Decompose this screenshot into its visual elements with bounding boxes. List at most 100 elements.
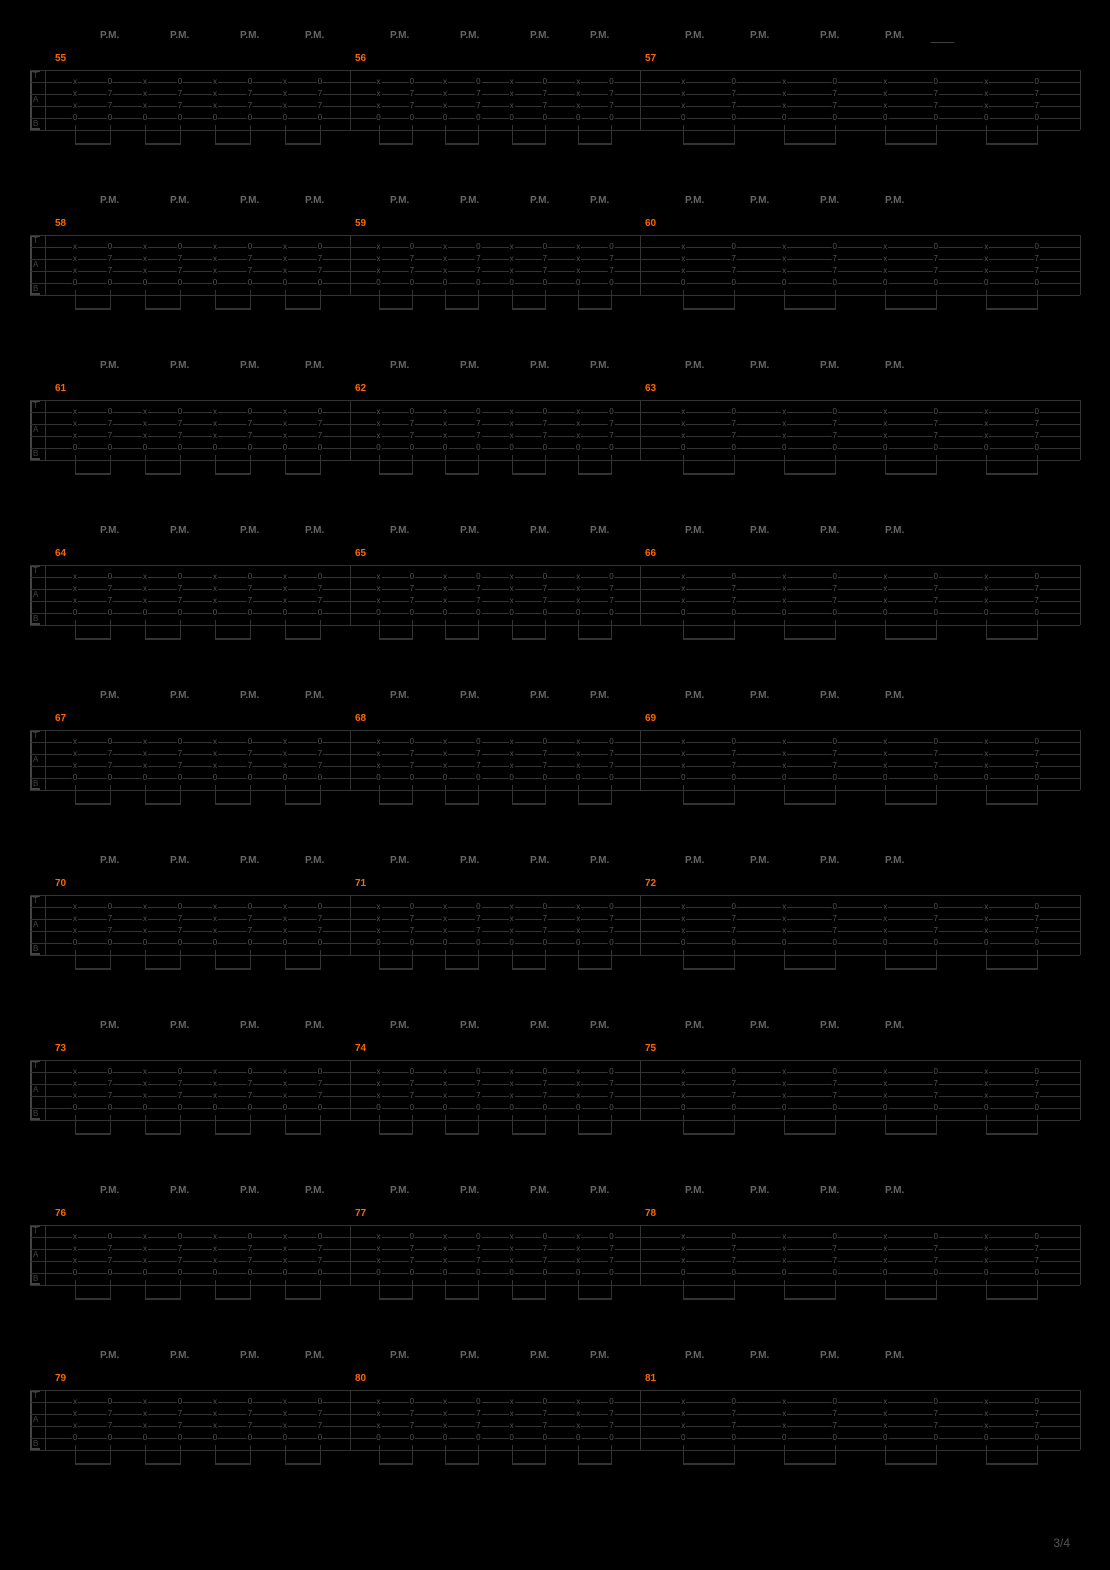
- fret-number: x: [212, 1233, 218, 1241]
- fret-number: x: [575, 1092, 581, 1100]
- fret-number: 7: [1033, 762, 1039, 770]
- fret-number: x: [282, 78, 288, 86]
- tab-row: P.M.P.M.P.M.P.M.P.M.P.M.P.M.P.M.P.M.P.M.…: [30, 195, 1080, 330]
- note-stem: [110, 1445, 111, 1465]
- string-line: [30, 943, 1080, 944]
- note-stem: [578, 290, 579, 310]
- fret-number: 7: [933, 1245, 939, 1253]
- palm-mute-label: P.M.: [590, 855, 609, 866]
- note-stem: [145, 950, 146, 970]
- note-stem: [1037, 1115, 1038, 1135]
- fret-number: 0: [1033, 1068, 1039, 1076]
- fret-number: x: [72, 903, 78, 911]
- fret-number: x: [509, 408, 515, 416]
- fret-number: 7: [317, 1080, 323, 1088]
- fret-number: 7: [542, 90, 548, 98]
- note-stem: [986, 620, 987, 640]
- beam: [784, 143, 835, 145]
- fret-number: x: [882, 903, 888, 911]
- fret-number: x: [72, 408, 78, 416]
- fret-number: 7: [317, 420, 323, 428]
- fret-number: 7: [107, 1080, 113, 1088]
- note-stem: [512, 1115, 513, 1135]
- fret-number: x: [509, 432, 515, 440]
- fret-number: x: [442, 1245, 448, 1253]
- beam: [885, 1133, 936, 1135]
- fret-number: 0: [475, 1233, 481, 1241]
- fret-number: 0: [107, 1068, 113, 1076]
- fret-number: 0: [508, 1104, 514, 1112]
- fret-number: 0: [212, 444, 218, 452]
- beam: [445, 308, 479, 310]
- fret-number: x: [212, 927, 218, 935]
- fret-number: x: [680, 90, 686, 98]
- fret-number: 7: [475, 585, 481, 593]
- tab-row: P.M.P.M.P.M.P.M.P.M.P.M.P.M.P.M.P.M.P.M.…: [30, 1350, 1080, 1485]
- fret-number: 0: [1033, 408, 1039, 416]
- fret-number: x: [509, 1422, 515, 1430]
- note-stem: [784, 1115, 785, 1135]
- fret-number: x: [72, 1410, 78, 1418]
- beam: [986, 308, 1037, 310]
- palm-mute-label: P.M.: [530, 690, 549, 701]
- note-stem: [478, 455, 479, 475]
- fret-number: x: [781, 1092, 787, 1100]
- fret-number: x: [376, 1410, 382, 1418]
- fret-number: 0: [247, 573, 253, 581]
- fret-number: 0: [72, 1269, 78, 1277]
- fret-number: x: [680, 762, 686, 770]
- note-stem: [379, 1280, 380, 1300]
- fret-number: x: [882, 1245, 888, 1253]
- fret-number: 0: [1033, 1233, 1039, 1241]
- fret-number: 0: [731, 444, 737, 452]
- fret-number: 7: [247, 90, 253, 98]
- fret-number: 0: [542, 408, 548, 416]
- barline: [350, 1225, 351, 1285]
- note-stem: [180, 290, 181, 310]
- fret-number: x: [442, 432, 448, 440]
- palm-mute-label: P.M.: [390, 1350, 409, 1361]
- fret-number: x: [781, 585, 787, 593]
- palm-mute-label: P.M.: [240, 1350, 259, 1361]
- fret-number: 7: [177, 420, 183, 428]
- fret-number: 7: [409, 1422, 415, 1430]
- fret-number: x: [509, 255, 515, 263]
- fret-number: 7: [177, 585, 183, 593]
- string-line: [30, 766, 1080, 767]
- palm-mute-label: P.M.: [530, 855, 549, 866]
- fret-number: 0: [442, 279, 448, 287]
- note-stem: [180, 620, 181, 640]
- fret-number: x: [72, 78, 78, 86]
- palm-mute-label: P.M.: [820, 360, 839, 371]
- note-stem: [75, 1115, 76, 1135]
- fret-number: x: [376, 90, 382, 98]
- stem-group: [30, 290, 1080, 320]
- barline: [45, 70, 46, 130]
- fret-number: 0: [680, 774, 686, 782]
- fret-number: x: [376, 1068, 382, 1076]
- fret-number: x: [882, 1422, 888, 1430]
- fret-number: x: [575, 915, 581, 923]
- note-stem: [1037, 125, 1038, 145]
- fret-number: 0: [882, 114, 888, 122]
- fret-number: x: [882, 738, 888, 746]
- fret-number: x: [142, 102, 148, 110]
- note-stem: [478, 1445, 479, 1465]
- note-stem: [835, 950, 836, 970]
- note-stem: [683, 125, 684, 145]
- fret-number: 0: [247, 738, 253, 746]
- fret-number: 0: [107, 408, 113, 416]
- fret-number: x: [509, 738, 515, 746]
- note-stem: [1037, 785, 1038, 805]
- string-line: [30, 1402, 1080, 1403]
- fret-number: x: [983, 738, 989, 746]
- fret-number: 0: [983, 444, 989, 452]
- beam: [683, 308, 734, 310]
- fret-number: 0: [247, 279, 253, 287]
- palm-mute-label: P.M.: [685, 360, 704, 371]
- fret-number: 0: [317, 114, 323, 122]
- note-stem: [75, 785, 76, 805]
- fret-number: 7: [107, 597, 113, 605]
- barline: [640, 235, 641, 295]
- palm-mute-label: P.M.: [590, 525, 609, 536]
